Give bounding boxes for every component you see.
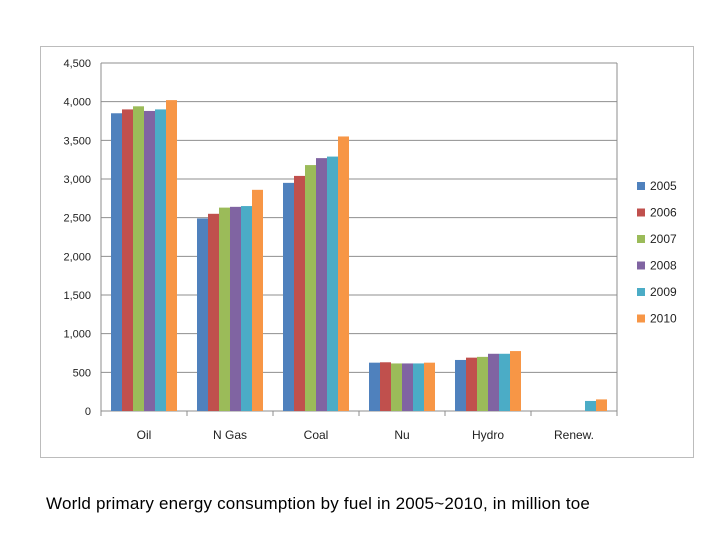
bar-ngas-2008: [230, 206, 241, 411]
bar-oil-2010: [166, 100, 177, 411]
bar-hydro-2007: [477, 356, 488, 411]
legend-label-2010: 2010: [650, 312, 677, 326]
bar-ngas-2009: [241, 206, 252, 411]
x-category-label: Renew.: [554, 428, 594, 442]
y-tick-label: 0: [85, 406, 91, 418]
bar-nu-2009: [413, 363, 424, 411]
bar-nu-2005: [369, 362, 380, 411]
bar-coal-2005: [283, 182, 294, 411]
y-tick-label: 1,000: [63, 329, 91, 341]
y-tick-label: 1,500: [63, 290, 91, 302]
x-category-label: N Gas: [213, 428, 247, 442]
bar-hydro-2009: [499, 353, 510, 411]
legend-swatch-2007: [637, 235, 645, 243]
bar-coal-2007: [305, 165, 316, 411]
bar-coal-2010: [338, 136, 349, 411]
legend-swatch-2010: [637, 314, 645, 323]
y-tick-label: 500: [73, 367, 91, 379]
bar-oil-2008: [144, 110, 155, 412]
bar-renew-2010: [596, 399, 607, 411]
legend-label-2006: 2006: [650, 206, 677, 220]
bar-hydro-2005: [455, 359, 466, 411]
bar-coal-2006: [294, 175, 305, 411]
legend-label-2007: 2007: [650, 232, 677, 246]
x-category-label: Oil: [137, 428, 152, 442]
y-tick-label: 2,000: [63, 251, 91, 263]
bar-nu-2010: [424, 362, 435, 411]
y-tick-label: 3,500: [63, 135, 91, 147]
bar-chart: 0 500 1,000 1,500 2,000 2,500 3,000 3,500 4,000 4…: [63, 58, 677, 442]
x-category-label: Hydro: [472, 428, 504, 442]
x-category-label: Coal: [304, 428, 329, 442]
bar-oil-2009: [155, 109, 166, 412]
bar-coal-2008: [316, 158, 327, 411]
bar-coal-2009: [327, 156, 338, 411]
legend-swatch-2008: [637, 261, 645, 270]
y-tick-label: 4,500: [63, 58, 91, 70]
y-tick-label: 4,000: [63, 97, 91, 109]
legend-label-2009: 2009: [650, 285, 677, 299]
bar-nu-2006: [380, 362, 391, 411]
bar-ngas-2010: [252, 189, 263, 411]
legend-swatch-2009: [637, 288, 645, 296]
x-category-label: Nu: [394, 428, 409, 442]
bar-oil-2007: [133, 106, 144, 411]
bar-ngas-2005: [197, 218, 208, 411]
chart-frame: 0 500 1,000 1,500 2,000 2,500 3,000 3,500 4,000 4…: [40, 46, 694, 458]
bar-hydro-2010: [510, 351, 521, 411]
bar-ngas-2006: [208, 213, 219, 411]
bar-oil-2006: [122, 109, 133, 412]
y-tick-label: 3,000: [63, 174, 91, 186]
bar-renew-2009: [585, 400, 596, 411]
bar-ngas-2007: [219, 207, 230, 411]
y-tick-label: 2,500: [63, 213, 91, 225]
legend-label-2005: 2005: [650, 179, 677, 193]
bar-oil-2005: [111, 113, 122, 412]
legend-swatch-2005: [637, 182, 645, 190]
figure-caption: World primary energy consumption by fuel…: [46, 494, 591, 513]
bar-hydro-2008: [488, 353, 499, 411]
legend-swatch-2006: [637, 208, 645, 217]
bar-nu-2008: [402, 363, 413, 411]
legend-label-2008: 2008: [650, 259, 677, 273]
bar-nu-2007: [391, 363, 402, 411]
bar-hydro-2006: [466, 357, 477, 411]
